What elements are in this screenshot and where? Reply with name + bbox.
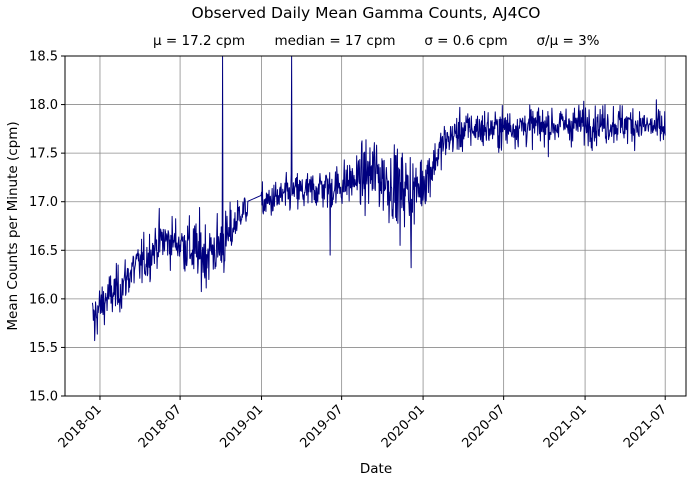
stat-sigma: σ = 0.6 cpm (424, 33, 507, 49)
y-tick-label: 17.0 (29, 195, 58, 210)
grid-lines (65, 55, 686, 397)
y-tick-label: 18.5 (29, 50, 58, 65)
stat-mean: μ = 17.2 cpm (153, 33, 245, 49)
x-tick-label: 2021-07 (621, 402, 670, 451)
series-group (91, 55, 666, 342)
y-tick-label: 16.5 (29, 244, 58, 259)
x-tick-label: 2020-01 (379, 402, 428, 451)
series-line (91, 55, 666, 342)
x-axis-label: Date (360, 461, 392, 477)
y-tick-label: 16.0 (29, 292, 58, 307)
x-tick-label: 2018-07 (136, 402, 185, 451)
y-tick-label: 15.5 (29, 341, 58, 356)
y-tick-label: 15.0 (29, 390, 58, 405)
x-tick-label: 2018-01 (56, 402, 105, 451)
x-tick-label: 2019-07 (297, 402, 346, 451)
plot-frame (64, 55, 687, 397)
y-axis-ticks: 15.0 15.5 16.0 16.5 17.0 17.5 18.0 18.5 (29, 50, 65, 405)
chart-title: Observed Daily Mean Gamma Counts, AJ4CO (192, 4, 541, 22)
stat-ratio: σ/μ = 3% (536, 33, 599, 49)
y-tick-label: 18.0 (29, 98, 58, 113)
x-axis-ticks: 2018-01 2018-07 2019-01 2019-07 2020-01 2020-… (56, 396, 670, 451)
x-tick-label: 2019-01 (217, 402, 266, 451)
x-tick-label: 2020-07 (459, 402, 508, 451)
y-axis-label: Mean Counts per Minute (cpm) (5, 121, 21, 330)
y-tick-label: 17.5 (29, 147, 58, 162)
x-tick-label: 2021-01 (541, 402, 590, 451)
stat-median: median = 17 cpm (274, 33, 395, 49)
